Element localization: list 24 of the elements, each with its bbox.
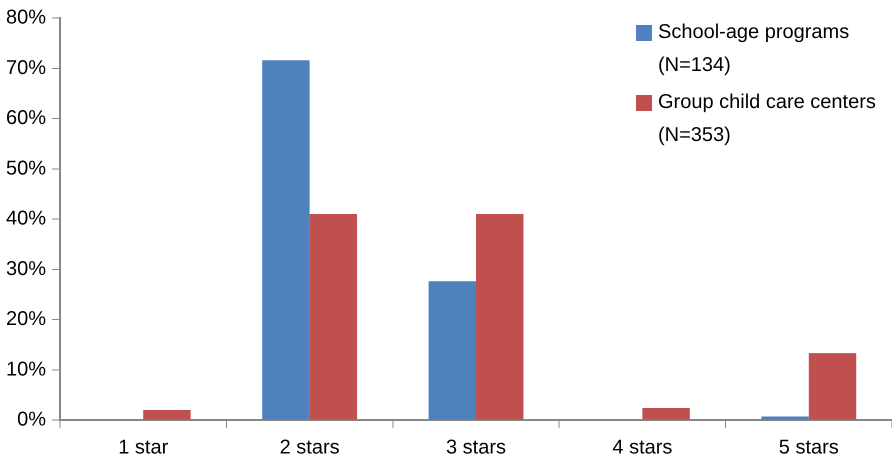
y-tick-label: 30%: [6, 258, 46, 280]
legend-label: Group child care centers (N=353): [658, 90, 877, 148]
x-tick-label: 2 stars: [280, 436, 340, 459]
x-tick-label: 1 star: [118, 436, 169, 459]
legend-label: School-age programs (N=134): [658, 20, 850, 78]
y-tick-label: 0%: [17, 408, 46, 431]
bar: [476, 214, 524, 420]
y-tick-label: 60%: [6, 107, 46, 130]
y-tick-label: 20%: [6, 308, 46, 330]
bar: [143, 410, 191, 420]
bar: [262, 60, 310, 420]
bar: [428, 281, 476, 420]
bar: [808, 353, 856, 420]
bar: [310, 214, 358, 420]
x-tick-label: 3 stars: [446, 436, 506, 459]
x-tick-label: 4 stars: [612, 436, 672, 459]
y-tick-label: 10%: [6, 358, 46, 380]
bar: [761, 416, 809, 420]
y-tick-label: 70%: [6, 56, 46, 79]
bar: [642, 408, 690, 420]
y-tick-label: 50%: [6, 157, 46, 180]
y-tick-label: 40%: [6, 208, 46, 230]
y-tick-label: 80%: [6, 6, 46, 29]
x-tick-label: 5 stars: [778, 436, 839, 459]
